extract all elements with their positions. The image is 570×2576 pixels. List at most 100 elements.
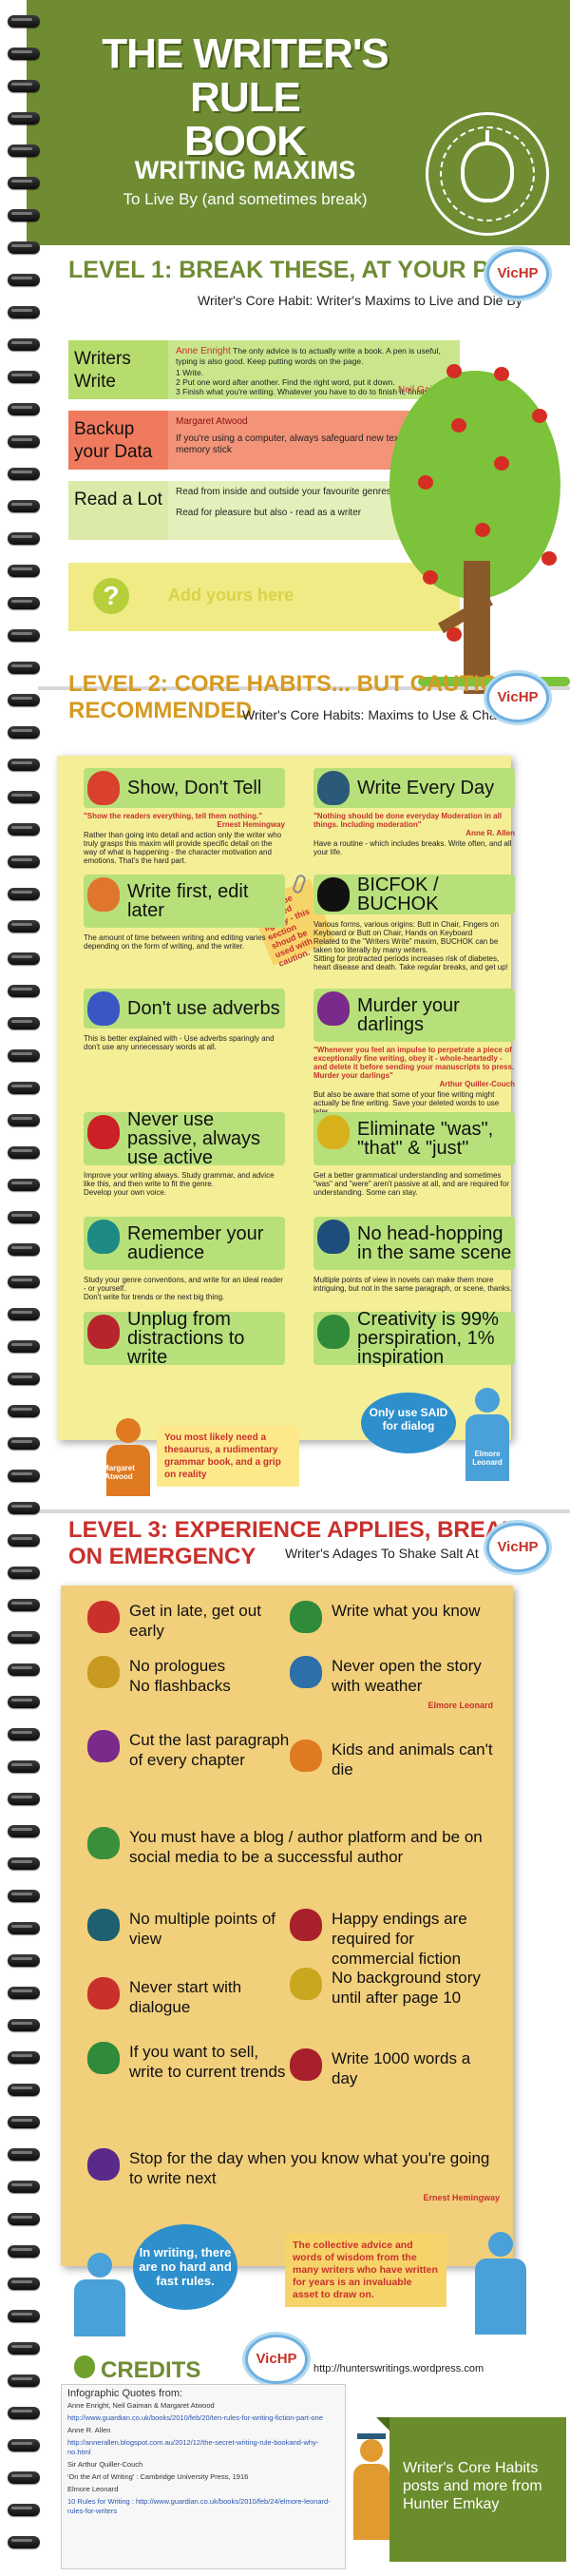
apple-tree-illustration <box>390 371 560 694</box>
level3-subheading: Writer's Adages To Shake Salt At <box>285 1546 479 1561</box>
habit-text: This is better explained with - Use adve… <box>84 1034 275 1051</box>
spiral-ring <box>8 532 40 545</box>
elmore-name: Elmore Leonard <box>472 1450 503 1467</box>
spiral-ring <box>8 177 40 189</box>
spiral-ring <box>8 1017 40 1029</box>
spiral-ring <box>8 1276 40 1288</box>
adage-5: Kids and animals can't die <box>332 1740 493 1778</box>
adage-10: No background story until after page 10 <box>332 1969 481 2007</box>
spiral-ring <box>8 2084 40 2096</box>
apple-icon <box>87 877 120 912</box>
apple-icon <box>532 409 547 423</box>
spiral-ring <box>8 565 40 577</box>
apple-icon <box>290 1656 322 1688</box>
no-rules-bubble: In writing, there are no hard and fast r… <box>133 2224 238 2310</box>
spiral-ring <box>8 80 40 92</box>
apple-icon <box>87 1601 120 1633</box>
spiral-ring <box>8 823 40 836</box>
apple-icon <box>290 2048 322 2081</box>
spiral-ring <box>8 1340 40 1353</box>
apple-icon <box>542 551 557 566</box>
habit-8: Remember your audience <box>84 1217 285 1270</box>
divider <box>38 1509 570 1513</box>
apple-icon <box>317 877 350 912</box>
spiral-ring <box>8 855 40 868</box>
credit-line: 'On the Art of Writing' : Cambridge Univ… <box>67 2472 249 2481</box>
rule-text: Anne Enright The only advice is to actua… <box>168 340 460 399</box>
apple-icon <box>317 1315 350 1349</box>
spiral-ring <box>8 1114 40 1126</box>
divider <box>38 686 570 690</box>
spiral-ring <box>8 1179 40 1191</box>
apple-icon <box>446 627 462 642</box>
credit-line[interactable]: http://annerallen.blogspot.com.au/2012/1… <box>67 2438 319 2456</box>
habit-title: Show, Don't Tell <box>127 778 262 798</box>
habit-text: The amount of time between writing and e… <box>84 933 271 951</box>
spiral-ring <box>8 209 40 221</box>
apple-credits-icon <box>74 2355 95 2378</box>
habit-title: No head-hopping in the same scene <box>357 1223 512 1263</box>
spiral-ring <box>8 48 40 60</box>
spiral-ring <box>8 1082 40 1094</box>
spiral-ring <box>8 306 40 318</box>
rule-label: Backup your Data <box>68 411 168 470</box>
adage-9: Never start with dialogue <box>129 1978 242 2016</box>
level2-heading: LEVEL 2: CORE HABITS... BUT CAUTION RECO… <box>68 671 514 723</box>
spiral-ring <box>8 726 40 739</box>
spiral-ring <box>8 1437 40 1450</box>
credit-line[interactable]: http://www.guardian.co.uk/books/2010/feb… <box>67 2413 323 2422</box>
habit-text: Improve your writing always. Study gramm… <box>84 1171 275 1197</box>
spiral-ring <box>8 2439 40 2451</box>
adage-6: You must have a blog / author platform a… <box>129 1828 483 1866</box>
spiral-ring <box>8 2213 40 2225</box>
habit-text: Various forms, various origins: Butt in … <box>314 920 508 971</box>
rule-label: Read a Lot <box>68 481 168 540</box>
vichp-badge: VicHP <box>486 1523 549 1572</box>
level1-subheading: Writer's Core Habit: Writer's Maxims to … <box>198 293 522 308</box>
adage-4: Cut the last paragraph of every chapter <box>129 1731 290 1769</box>
habit-text: Get a better grammatical understanding a… <box>314 1171 509 1197</box>
website-link[interactable]: http://hunterswritings.wordpress.com <box>314 2363 484 2374</box>
habit-title: Write first, edit later <box>127 881 249 921</box>
habit-7: Eliminate "was", "that" & "just" <box>314 1112 515 1165</box>
spiral-ring <box>8 274 40 286</box>
spiral-ring <box>8 2407 40 2419</box>
rule-label: Writers Write <box>68 340 168 399</box>
habit-text: "Nothing should be done everyday Moderat… <box>314 812 515 856</box>
habit-text: "Whenever you feel an impulse to perpetr… <box>314 1046 515 1116</box>
apple-icon <box>317 1220 350 1254</box>
level3-heading: LEVEL 3: EXPERIENCE APPLIES, BREAK ON EM… <box>68 1517 519 1569</box>
habit-title: Write Every Day <box>357 778 495 798</box>
spiral-ring <box>8 629 40 642</box>
habit-6: Never use passive, always use active <box>84 1110 285 1167</box>
spiral-ring <box>8 1793 40 1805</box>
question-icon: ? <box>93 578 129 614</box>
spiral-ring <box>8 2148 40 2161</box>
rule-add-yours[interactable]: ? Add yours here <box>68 563 460 631</box>
spiral-ring <box>8 791 40 803</box>
spiral-ring <box>8 435 40 448</box>
spiral-ring <box>8 1890 40 1902</box>
spiral-ring <box>8 1567 40 1579</box>
spiral-ring <box>8 338 40 351</box>
credit-line: Anne R. Allen <box>67 2426 111 2434</box>
credit-line[interactable]: 10 Rules for Writing : http://www.guardi… <box>67 2497 331 2515</box>
spiral-ring <box>8 1987 40 1999</box>
spiral-ring <box>8 759 40 771</box>
apple-icon <box>87 2148 120 2181</box>
apple-icon <box>290 1601 322 1633</box>
spiral-ring <box>8 1954 40 1967</box>
spiral-ring <box>8 15 40 28</box>
spiral-ring <box>8 1825 40 1837</box>
habit-3: BICFOK / BUCHOK <box>314 875 515 914</box>
apple-icon <box>451 418 466 433</box>
adage-3: Never open the story with weather Elmore … <box>332 1657 493 1710</box>
rule-writers-write: Writers Write Anne Enright The only advi… <box>68 340 460 399</box>
spiral-ring <box>8 952 40 965</box>
vichp-badge: VicHP <box>245 2335 308 2384</box>
spiral-ring <box>8 597 40 609</box>
level2-subheading: Writer's Core Habits: Maxims to Use & Ch… <box>242 707 520 722</box>
spiral-ring <box>8 1049 40 1062</box>
margaret-quote-bubble: You most likely need a thesaurus, a rudi… <box>157 1426 299 1487</box>
collective-advice-note: The collective advice and words of wisdo… <box>285 2234 446 2307</box>
